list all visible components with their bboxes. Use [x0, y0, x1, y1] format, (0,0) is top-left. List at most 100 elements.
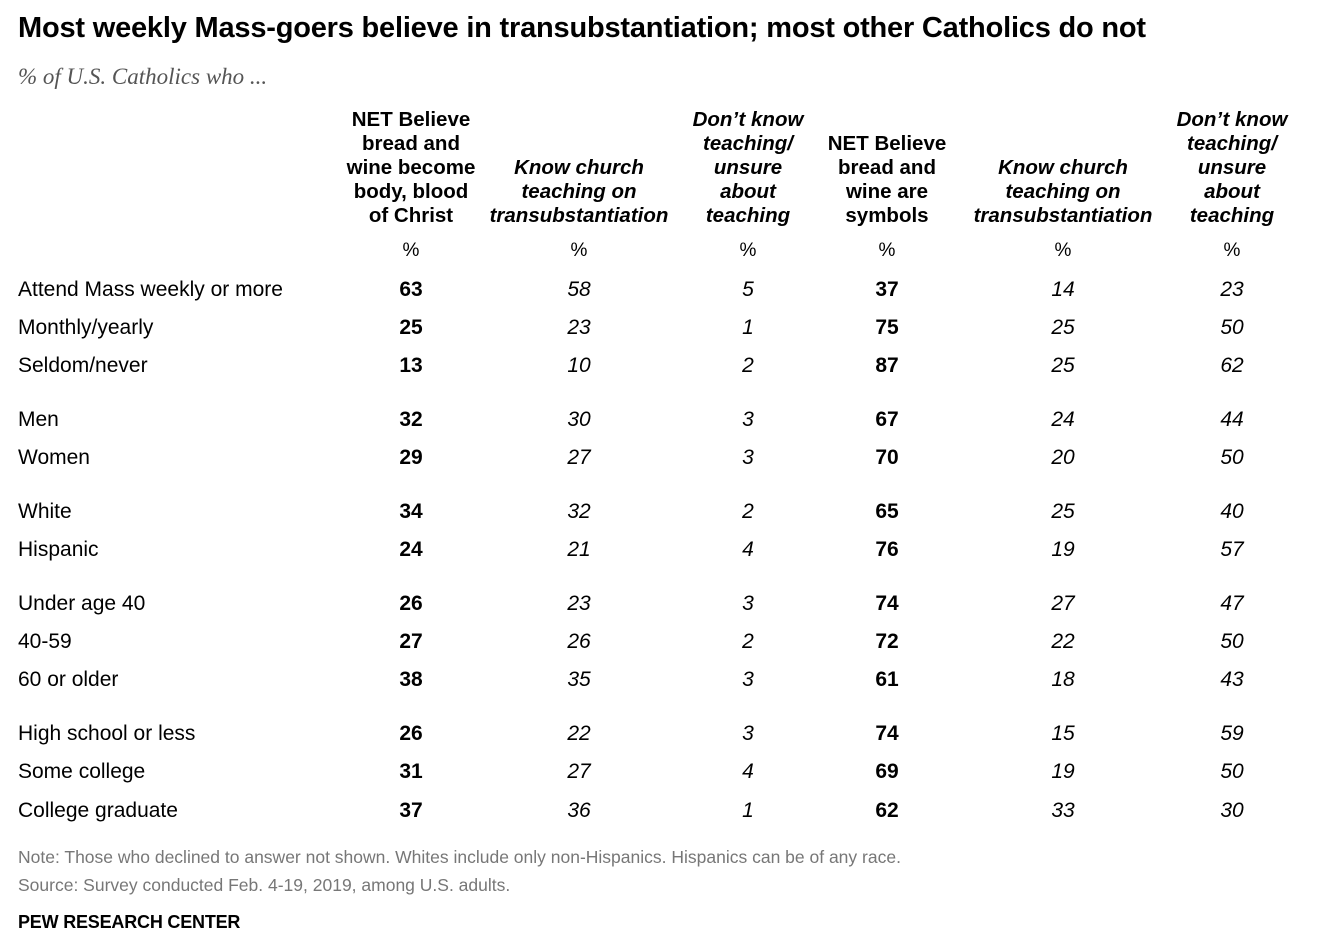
table-cell: 36 — [567, 799, 591, 822]
table-cell: 65 — [875, 500, 899, 523]
table-cell: 23 — [567, 592, 591, 615]
column-unit-1: % — [402, 240, 420, 261]
table-cell: 14 — [1051, 278, 1075, 301]
table-cell: 4 — [742, 538, 754, 561]
row-label: 60 or older — [18, 668, 119, 691]
table-cell: 43 — [1220, 668, 1244, 691]
chart-subtitle: % of U.S. Catholics who ... — [18, 64, 268, 89]
column-header-3: Don’t know teaching/unsure about teaching — [693, 108, 804, 228]
column-header-line: teaching/ — [1186, 132, 1277, 155]
table-cell: 50 — [1220, 760, 1244, 783]
column-header-line: teaching — [1189, 204, 1275, 227]
table-cell: 20 — [1051, 446, 1075, 469]
table-cell: 87 — [875, 354, 899, 377]
table-cell: 1 — [742, 316, 754, 339]
table-cell: 2 — [742, 500, 754, 523]
table-cell: 72 — [875, 630, 899, 653]
table-cell: 18 — [1051, 668, 1075, 691]
column-header-line: bread and — [838, 156, 936, 179]
table-cell: 26 — [567, 630, 591, 653]
table-cell: 22 — [1051, 630, 1075, 653]
table-cell: 76 — [875, 538, 899, 561]
table-cell: 34 — [399, 500, 423, 523]
column-unit-2: % — [570, 240, 588, 261]
table-cell: 26 — [399, 592, 423, 615]
column-header-line: NET Believe — [351, 108, 471, 131]
table-cell: 13 — [399, 354, 423, 377]
column-header-line: NET Believe — [827, 132, 947, 155]
table-cell: 40 — [1220, 500, 1244, 523]
table-cell: 25 — [399, 316, 423, 339]
table-cell: 27 — [1051, 592, 1075, 615]
table-cell: 10 — [567, 354, 591, 377]
table-cell: 3 — [742, 668, 754, 691]
row-label: High school or less — [18, 722, 196, 745]
chart-source: Source: Survey conducted Feb. 4-19, 2019… — [18, 875, 511, 895]
table-cell: 50 — [1220, 630, 1244, 653]
table-cell: 67 — [875, 408, 899, 431]
column-header-line: Know church — [998, 156, 1128, 179]
column-header-6: Don’t know teaching/unsure about teaching — [1177, 108, 1288, 228]
row-label: Men — [18, 408, 59, 431]
table-cell: 62 — [875, 799, 899, 822]
table-cell: 21 — [567, 538, 591, 561]
table-cell: 57 — [1220, 538, 1244, 561]
column-header-line: transubstantiation — [489, 204, 669, 227]
column-header-line: about — [720, 180, 776, 203]
column-header-line: body, blood — [353, 180, 469, 203]
table-cell: 37 — [399, 799, 423, 822]
column-header-2: Know church teaching on transubstantiation — [490, 156, 669, 228]
column-header-line: unsure — [713, 156, 783, 179]
table-cell: 19 — [1051, 538, 1075, 561]
table-cell: 70 — [875, 446, 899, 469]
table-cell: 63 — [399, 278, 423, 301]
column-header-line: teaching — [705, 204, 791, 227]
row-label: White — [18, 500, 72, 523]
column-header-line: bread and — [362, 132, 460, 155]
column-header-line: unsure — [1197, 156, 1267, 179]
column-header-line: teaching on — [1005, 180, 1121, 203]
row-label: College graduate — [18, 799, 178, 822]
column-header-line: wine become — [346, 156, 476, 179]
table-cell: 32 — [567, 500, 591, 523]
table-cell: 50 — [1220, 446, 1244, 469]
table-cell: 25 — [1051, 354, 1075, 377]
table-cell: 19 — [1051, 760, 1075, 783]
table-cell: 3 — [742, 446, 754, 469]
table-cell: 74 — [875, 592, 899, 615]
table-cell: 58 — [567, 278, 591, 301]
table-cell: 30 — [1220, 799, 1244, 822]
column-header-line: teaching/ — [702, 132, 793, 155]
column-header-line: teaching on — [521, 180, 637, 203]
table-cell: 3 — [742, 722, 754, 745]
table-cell: 3 — [742, 408, 754, 431]
row-label: Some college — [18, 760, 146, 783]
column-header-line: about — [1204, 180, 1260, 203]
row-label: Under age 40 — [18, 592, 146, 615]
column-header-5: Know church teaching on transubstantiation — [974, 156, 1153, 228]
table-cell: 75 — [875, 316, 899, 339]
table-cell: 27 — [567, 760, 591, 783]
column-header-1: NET Believe bread and wine become body, blo… — [347, 108, 476, 228]
table-cell: 62 — [1220, 354, 1244, 377]
table-cell: 61 — [875, 668, 899, 691]
column-unit-3: % — [739, 240, 757, 261]
column-header-line: transubstantiation — [973, 204, 1153, 227]
row-label: 40-59 — [18, 630, 72, 653]
table-cell: 23 — [567, 316, 591, 339]
table-cell: 25 — [1051, 500, 1075, 523]
chart-note: Note: Those who declined to answer not s… — [18, 847, 901, 867]
chart-title: Most weekly Mass-goers believe in transu… — [18, 12, 1146, 44]
table-cell: 3 — [742, 592, 754, 615]
table-cell: 5 — [742, 278, 754, 301]
table-cell: 27 — [399, 630, 423, 653]
table-cell: 15 — [1051, 722, 1075, 745]
table-cell: 69 — [875, 760, 899, 783]
row-label: Monthly/yearly — [18, 316, 154, 339]
table-cell: 24 — [1051, 408, 1075, 431]
column-header-line: wine are — [845, 180, 929, 203]
row-label: Attend Mass weekly or more — [18, 278, 283, 301]
table-cell: 2 — [742, 630, 754, 653]
table-cell: 29 — [399, 446, 423, 469]
row-label: Women — [18, 446, 90, 469]
